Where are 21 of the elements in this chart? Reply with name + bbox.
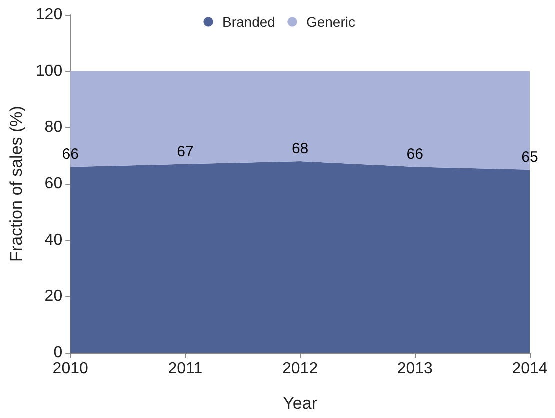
- data-label: 68: [292, 140, 309, 158]
- x-tick-label: 2014: [512, 360, 548, 378]
- x-tick-label: 2010: [52, 360, 88, 378]
- x-tick-label: 2013: [397, 360, 434, 378]
- y-tick-label: 40: [44, 232, 63, 249]
- x-tick-label: 2012: [282, 360, 318, 378]
- y-tick-label: 60: [44, 176, 63, 192]
- x-axis-title: Year: [283, 394, 318, 413]
- data-label: 67: [177, 143, 194, 160]
- y-tick-label: 20: [44, 288, 63, 306]
- legend-label: Generic: [306, 14, 356, 30]
- y-axis-title: Fraction of sales (%): [7, 106, 26, 262]
- y-tick-label: 80: [44, 119, 63, 136]
- legend-label: Branded: [222, 14, 276, 30]
- y-tick-label: 100: [36, 62, 63, 80]
- data-label: 66: [62, 146, 79, 164]
- y-tick-label: 120: [36, 6, 63, 24]
- x-tick-label: 2011: [168, 360, 203, 378]
- data-label: 66: [406, 146, 424, 164]
- data-label: 65: [522, 148, 538, 166]
- y-tick-label: 0: [54, 344, 63, 362]
